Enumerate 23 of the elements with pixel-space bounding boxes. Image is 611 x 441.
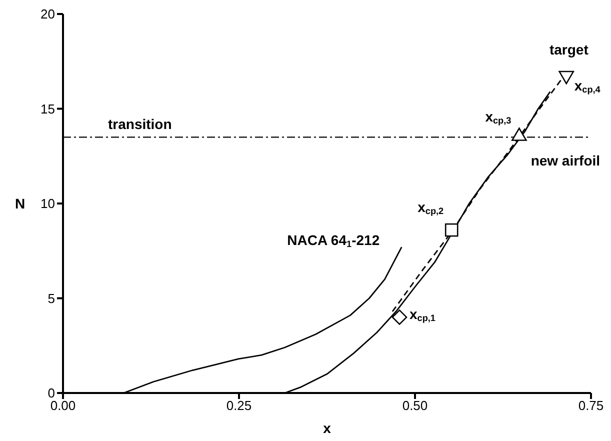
point <box>444 223 458 237</box>
y-tick-label: 0 <box>48 386 55 401</box>
x-tick-label: 0.25 <box>226 398 252 414</box>
annotation: x$_{cp,1}$ <box>410 306 436 324</box>
annotation: x$_{cp,4}$ <box>574 78 602 95</box>
annotation: x$_{cp,3}$ <box>485 108 512 126</box>
y-tick-label: 10 <box>40 196 55 212</box>
series-label: new airfoil <box>530 152 600 168</box>
point <box>558 70 574 84</box>
ref-line-label: transition <box>108 116 172 132</box>
y-tick-label: 20 <box>40 6 55 22</box>
x-tick-label: 0.75 <box>578 398 604 414</box>
x-tick-label: 0.50 <box>402 398 428 414</box>
y-axis-title: N <box>15 195 26 212</box>
x-tick-label: 0.00 <box>50 398 76 414</box>
point <box>512 128 527 141</box>
series-label: target <box>550 42 589 58</box>
x-axis-title: x <box>323 420 332 436</box>
y-tick-label: 15 <box>40 101 55 116</box>
series-label: NACA 64$_{1}$-212 <box>287 232 380 250</box>
point <box>392 310 408 325</box>
y-tick-label: 5 <box>48 290 55 306</box>
annotation: x$_{cp,2}$ <box>418 199 444 216</box>
